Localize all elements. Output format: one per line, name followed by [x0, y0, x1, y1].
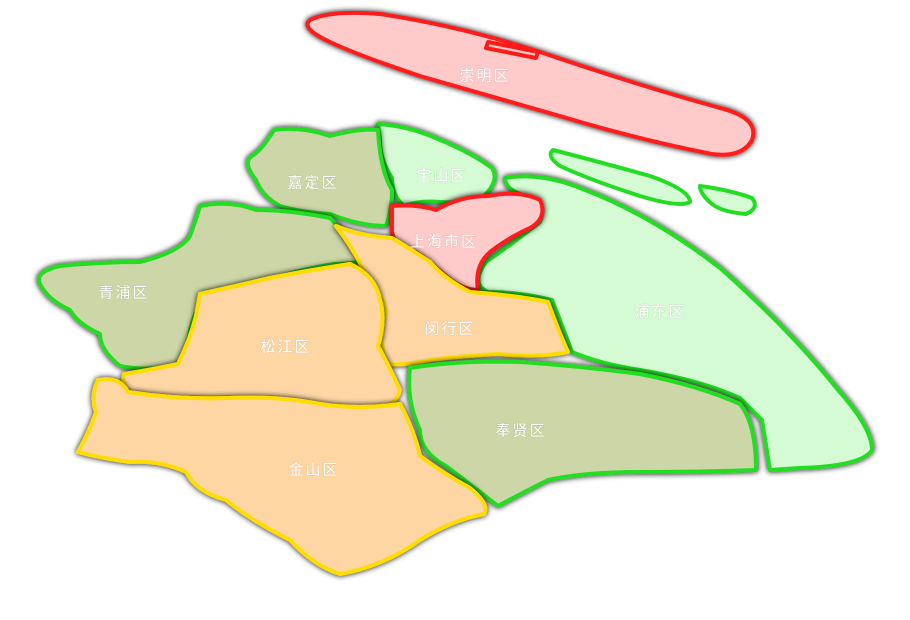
- islands-changxing-hengsha: [548, 148, 757, 216]
- label-shanghai-city: 上海市区: [410, 233, 478, 251]
- label-baoshan: 宝山区: [416, 167, 467, 185]
- district-minhang[interactable]: [334, 224, 570, 367]
- label-chongming: 崇明区: [459, 67, 510, 85]
- district-baoshan[interactable]: [376, 122, 497, 208]
- district-jinshan[interactable]: [76, 377, 488, 576]
- district-pudong[interactable]: [476, 174, 874, 472]
- label-jiading: 嘉定区: [287, 174, 338, 192]
- label-jinshan: 金山区: [288, 461, 339, 479]
- label-pudong: 浦东区: [634, 303, 685, 321]
- district-fengxian[interactable]: [407, 359, 758, 508]
- district-jiading[interactable]: [245, 126, 394, 228]
- district-chongming[interactable]: [305, 10, 756, 157]
- label-minhang: 闵行区: [424, 320, 475, 338]
- label-qingpu: 青浦区: [98, 284, 149, 302]
- label-fengxian: 奉贤区: [495, 422, 546, 440]
- label-songjiang: 松江区: [260, 338, 311, 356]
